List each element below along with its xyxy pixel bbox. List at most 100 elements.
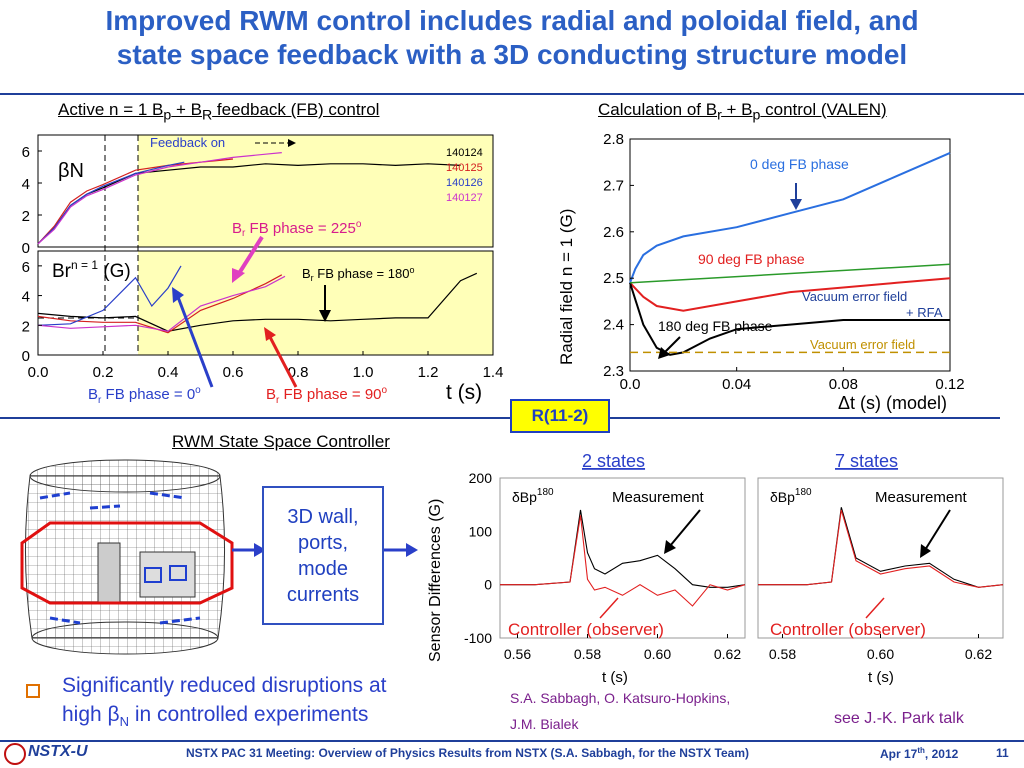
footer-date-sup: th bbox=[917, 746, 925, 755]
observer-left-label: Controller (observer) bbox=[508, 620, 664, 639]
valen-xlabel: Δt (s) (model) bbox=[838, 393, 948, 413]
left-beta-br-chart: 0.0 0.2 0.4 0.6 0.8 1.0 1.2 1.4 6 4 2 0 6 4 2 0 Feedbac… bbox=[22, 134, 504, 388]
left-xlabel: t (s) bbox=[446, 381, 483, 404]
title-separator bbox=[0, 93, 1024, 95]
section-separator bbox=[0, 417, 1000, 419]
arrow-0-head bbox=[172, 287, 184, 303]
bottom-ytick-label: 2 bbox=[22, 318, 30, 335]
sensor-right-xlabel: t (s) bbox=[868, 669, 894, 686]
br-series-140125 bbox=[37, 274, 283, 334]
dbp-right-label: δBp180 bbox=[770, 487, 812, 505]
slide-title-line-1: Improved RWM control includes radial and… bbox=[105, 5, 919, 36]
arrow-180-deg-head bbox=[658, 347, 670, 359]
arrow-to-box-head bbox=[254, 543, 266, 557]
footer-date: Apr 17th, 2012 bbox=[880, 746, 958, 761]
sensor-ytick-label: 0 bbox=[484, 577, 492, 593]
observer-left-arrow bbox=[599, 597, 619, 619]
left-xtick-label: 0.2 bbox=[93, 364, 114, 381]
label-vac-rfa-1: Vacuum error field bbox=[802, 289, 907, 304]
valen-chart: 0.0 0.04 0.08 0.12 2.8 2.7 2.6 2.5 2.4 2.3 Radial… bbox=[557, 131, 965, 393]
left-xtick-label: 1.0 bbox=[353, 364, 374, 381]
valen-series-0-deg-fb-phase bbox=[629, 151, 951, 284]
right-title-sub1: r bbox=[717, 107, 722, 124]
sensor-ytick-label: 200 bbox=[469, 470, 493, 486]
br-ylabel-post: (G) bbox=[98, 261, 131, 282]
measurement-left-arrow bbox=[669, 509, 701, 547]
valen-ytick-label: 2.5 bbox=[603, 270, 624, 287]
right-title-post: control (VALEN) bbox=[760, 100, 887, 119]
top-ytick-label: 4 bbox=[22, 176, 30, 193]
bullet-line2-pre: high bbox=[62, 703, 108, 726]
bullet-line2-post: in controlled experiments bbox=[129, 703, 369, 726]
center-stack bbox=[97, 542, 121, 604]
bottom-ytick-label: 4 bbox=[22, 289, 30, 306]
left-xtick-label: 0.6 bbox=[223, 364, 244, 381]
measurement-left-arrowhead bbox=[664, 540, 676, 554]
arrow-0-deg-head bbox=[790, 199, 802, 210]
arrow-from-box bbox=[384, 543, 418, 557]
shot-label-140127: 140127 bbox=[446, 192, 483, 204]
model-box-line-1: 3D wall, bbox=[287, 505, 359, 528]
dbp-left-sup: 180 bbox=[537, 487, 554, 498]
model-box-line-4: currents bbox=[286, 583, 360, 606]
sensor-right-xtick-label: 0.60 bbox=[867, 646, 894, 662]
br-ylabel-sup: n = 1 bbox=[71, 258, 98, 272]
authors-line-1: S.A. Sabbagh, O. Katsuro-Hopkins, bbox=[510, 690, 731, 706]
measurement-right-label: Measurement bbox=[875, 489, 968, 506]
br-series-140124 bbox=[37, 272, 478, 332]
reference-box: R(11-2) bbox=[510, 399, 610, 433]
left-xtick-label: 0.4 bbox=[158, 364, 179, 381]
label-180-deg: 180 deg FB phase bbox=[658, 318, 773, 334]
footer-text: NSTX PAC 31 Meeting: Overview of Physics… bbox=[186, 746, 750, 760]
sensor-left-xtick-label: 0.56 bbox=[504, 646, 531, 662]
footer-date-post: , 2012 bbox=[924, 747, 959, 761]
annotation-225: Br FB phase = 225o bbox=[232, 219, 362, 239]
sensor-right-xtick-label: 0.58 bbox=[769, 646, 796, 662]
vessel-bottom bbox=[31, 621, 219, 655]
arrow-90-shaft bbox=[268, 336, 298, 388]
br-series-140127 bbox=[37, 275, 286, 332]
valen-ytick-label: 2.8 bbox=[603, 131, 624, 148]
shot-label-140126: 140126 bbox=[446, 177, 483, 189]
panel-title-2-states: 2 states bbox=[582, 451, 645, 471]
sensor-left-xtick-label: 0.62 bbox=[714, 646, 741, 662]
valen-ylabel: Radial field n = 1 (G) bbox=[557, 209, 576, 365]
label-90-deg: 90 deg FB phase bbox=[698, 251, 805, 267]
sensor-left-xlabel: t (s) bbox=[602, 669, 628, 686]
feedback-on-label: Feedback on bbox=[150, 135, 225, 150]
valen-series-90-deg-fb-phase bbox=[629, 277, 951, 312]
valen-series-vacuum-error-field-rfa bbox=[629, 263, 951, 284]
sensor-ticks-group: 0.56 0.58 0.60 0.62 0.58 0.60 0.62 200 100 0 -100 bbox=[464, 470, 992, 662]
arrow-to-box bbox=[232, 543, 266, 557]
arrow-225-head bbox=[232, 268, 245, 283]
top-ytick-label: 6 bbox=[22, 144, 30, 161]
nstx-logo-icon bbox=[4, 743, 26, 765]
valen-series-group bbox=[629, 151, 951, 356]
bullet-line2-beta: β bbox=[107, 703, 120, 726]
bullet-line2-sub: N bbox=[119, 714, 130, 730]
valen-series-180-deg-fb-phase bbox=[629, 282, 950, 356]
sensor-left-controller-observer bbox=[500, 515, 746, 607]
footer-date-pre: Apr 17 bbox=[880, 747, 918, 761]
left-ticks-group: 0.0 0.2 0.4 0.6 0.8 1.0 1.2 1.4 6 4 2 0 6 4 2 0 bbox=[22, 144, 504, 381]
left-xtick-label: 0.0 bbox=[28, 364, 49, 381]
bullet-line-2: high βN in controlled experiments bbox=[62, 703, 368, 729]
br-ylabel-pre: Br bbox=[52, 261, 72, 282]
feedback-on-arrowhead bbox=[288, 139, 296, 147]
observer-right-label: Controller (observer) bbox=[770, 620, 926, 639]
model-box-line-2: ports, bbox=[297, 531, 349, 554]
top-ytick-label: 0 bbox=[22, 240, 30, 257]
right-title-pre: Calculation of B bbox=[598, 100, 718, 119]
arrow-180-deg-shaft bbox=[663, 336, 681, 354]
footer-separator bbox=[0, 740, 1024, 742]
arrow-180-head bbox=[319, 310, 331, 322]
left-xtick-label: 1.2 bbox=[418, 364, 439, 381]
br-series-140126 bbox=[37, 265, 182, 326]
left-title-pre: Active n = 1 B bbox=[58, 100, 164, 119]
left-title-sub1: p bbox=[163, 107, 172, 124]
valen-xtick-label: 0.04 bbox=[722, 376, 751, 393]
annotation-0deg: Br FB phase = 0o bbox=[88, 385, 201, 406]
sensor-right-xtick-label: 0.62 bbox=[965, 646, 992, 662]
arrow-0-shaft bbox=[176, 296, 214, 388]
left-panel-title: Active n = 1 Bp + BR feedback (FB) contr… bbox=[58, 100, 379, 123]
